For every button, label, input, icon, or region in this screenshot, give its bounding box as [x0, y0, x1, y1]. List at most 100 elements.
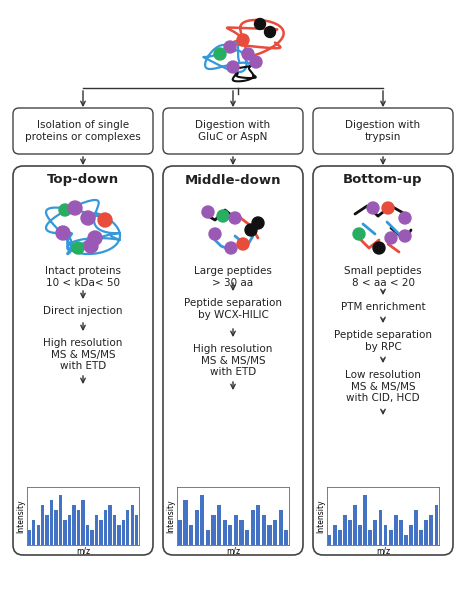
- Y-axis label: Intensity: Intensity: [167, 499, 176, 533]
- Circle shape: [214, 48, 226, 60]
- Bar: [234, 514, 238, 545]
- Bar: [195, 510, 198, 545]
- Bar: [122, 520, 125, 545]
- Bar: [126, 510, 129, 545]
- Bar: [262, 514, 266, 545]
- Bar: [189, 525, 193, 545]
- Circle shape: [81, 211, 95, 225]
- Y-axis label: Intensity: Intensity: [317, 499, 326, 533]
- Bar: [54, 510, 58, 545]
- Bar: [37, 525, 40, 545]
- Bar: [327, 535, 331, 545]
- Bar: [46, 514, 49, 545]
- Bar: [348, 520, 352, 545]
- Bar: [50, 499, 53, 545]
- Bar: [384, 525, 387, 545]
- Bar: [429, 514, 433, 545]
- Bar: [217, 505, 221, 545]
- Text: Peptide separation
by RPC: Peptide separation by RPC: [334, 330, 432, 352]
- Circle shape: [255, 19, 266, 29]
- Bar: [399, 520, 403, 545]
- Bar: [419, 530, 423, 545]
- Bar: [63, 520, 67, 545]
- FancyBboxPatch shape: [13, 108, 153, 154]
- Bar: [108, 505, 111, 545]
- Circle shape: [399, 212, 411, 224]
- Circle shape: [237, 34, 249, 46]
- Bar: [278, 510, 283, 545]
- Bar: [28, 530, 31, 545]
- Bar: [409, 525, 413, 545]
- Text: Small peptides
8 < aa < 20: Small peptides 8 < aa < 20: [344, 266, 422, 288]
- Circle shape: [84, 239, 98, 253]
- Bar: [273, 520, 277, 545]
- Bar: [113, 514, 116, 545]
- Circle shape: [265, 26, 276, 37]
- Bar: [104, 510, 107, 545]
- Y-axis label: Intensity: Intensity: [17, 499, 26, 533]
- Bar: [200, 495, 204, 545]
- Bar: [343, 514, 347, 545]
- Bar: [86, 525, 89, 545]
- Text: Low resolution
MS & MS/MS
with CID, HCD: Low resolution MS & MS/MS with CID, HCD: [345, 370, 421, 403]
- Text: Large peptides
> 30 aa: Large peptides > 30 aa: [194, 266, 272, 288]
- Bar: [211, 514, 216, 545]
- Bar: [228, 525, 232, 545]
- Text: High resolution
MS & MS/MS
with ETD: High resolution MS & MS/MS with ETD: [43, 338, 123, 371]
- X-axis label: m/z: m/z: [376, 546, 390, 555]
- Circle shape: [250, 56, 262, 68]
- Bar: [81, 499, 85, 545]
- Circle shape: [224, 41, 236, 53]
- Text: Bottom-up: Bottom-up: [343, 174, 423, 186]
- X-axis label: m/z: m/z: [76, 546, 90, 555]
- Bar: [183, 499, 188, 545]
- Bar: [435, 505, 438, 545]
- Text: PTM enrichment: PTM enrichment: [341, 302, 426, 312]
- Bar: [59, 495, 62, 545]
- Bar: [358, 525, 362, 545]
- Bar: [268, 525, 271, 545]
- Text: Direct injection: Direct injection: [43, 306, 123, 316]
- Bar: [239, 520, 244, 545]
- Circle shape: [385, 232, 397, 244]
- Circle shape: [217, 210, 229, 222]
- Text: High resolution
MS & MS/MS
with ETD: High resolution MS & MS/MS with ETD: [193, 344, 273, 377]
- Bar: [284, 530, 288, 545]
- Bar: [32, 520, 35, 545]
- Bar: [394, 514, 397, 545]
- Circle shape: [382, 202, 394, 214]
- Bar: [250, 510, 255, 545]
- Circle shape: [98, 213, 112, 227]
- Circle shape: [399, 230, 411, 242]
- Circle shape: [72, 242, 84, 254]
- Bar: [99, 520, 103, 545]
- FancyBboxPatch shape: [13, 166, 153, 555]
- Bar: [77, 510, 80, 545]
- FancyBboxPatch shape: [163, 166, 303, 555]
- Circle shape: [209, 228, 221, 240]
- Bar: [95, 514, 98, 545]
- Circle shape: [225, 242, 237, 254]
- Bar: [378, 510, 382, 545]
- Circle shape: [242, 48, 254, 60]
- Circle shape: [88, 231, 102, 245]
- Bar: [425, 520, 428, 545]
- Text: Digestion with
GluC or AspN: Digestion with GluC or AspN: [196, 120, 270, 142]
- Text: Top-down: Top-down: [47, 174, 119, 186]
- Circle shape: [227, 61, 239, 73]
- Bar: [414, 510, 418, 545]
- Bar: [130, 505, 134, 545]
- Bar: [178, 520, 182, 545]
- Circle shape: [202, 206, 214, 218]
- Bar: [206, 530, 210, 545]
- Circle shape: [252, 217, 264, 229]
- Bar: [135, 514, 139, 545]
- Bar: [72, 505, 76, 545]
- Circle shape: [237, 238, 249, 250]
- Circle shape: [353, 228, 365, 240]
- FancyBboxPatch shape: [313, 108, 453, 154]
- Bar: [363, 495, 367, 545]
- Circle shape: [367, 202, 379, 214]
- Bar: [245, 530, 249, 545]
- Text: Isolation of single
proteins or complexes: Isolation of single proteins or complexe…: [25, 120, 141, 142]
